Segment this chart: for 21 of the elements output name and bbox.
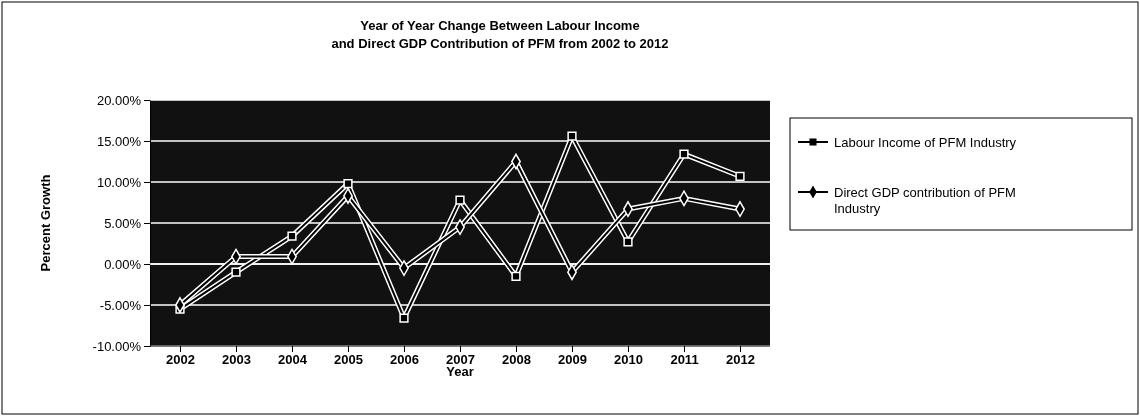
x-tick-label: 2010 — [614, 352, 643, 368]
x-tick-label: 2012 — [726, 352, 755, 368]
chart-title: Year of Year Change Between Labour Income and Direct GDP Contribution of PFM from 2002 to 2012 — [331, 18, 669, 51]
x-tick-label: 2011 — [670, 352, 699, 368]
x-tick-label: 2008 — [502, 352, 531, 368]
y-tick-label: -10.00% — [92, 338, 142, 354]
x-tick-label: 2002 — [166, 352, 195, 368]
legend-label: Direct GDP contribution of PFM Industry — [834, 185, 1016, 216]
legend-label: Labour Income of PFM Industry — [834, 135, 1017, 150]
y-tick-label: 15.00% — [96, 133, 142, 149]
x-tick-label: 2003 — [222, 352, 251, 368]
x-tick-label: 2004 — [278, 352, 308, 368]
y-tick-label: 20.00% — [96, 92, 142, 108]
x-tick-label: 2009 — [558, 352, 587, 368]
y-axis-title: Percent Growth — [38, 174, 53, 272]
y-tick-label: -5.00% — [99, 297, 142, 313]
x-tick-label: 2005 — [334, 352, 363, 368]
x-tick-label: 2006 — [390, 352, 419, 368]
y-tick-label: 10.00% — [96, 174, 142, 190]
y-tick-label: 5.00% — [104, 215, 142, 231]
y-tick-label: 0.00% — [104, 256, 142, 272]
